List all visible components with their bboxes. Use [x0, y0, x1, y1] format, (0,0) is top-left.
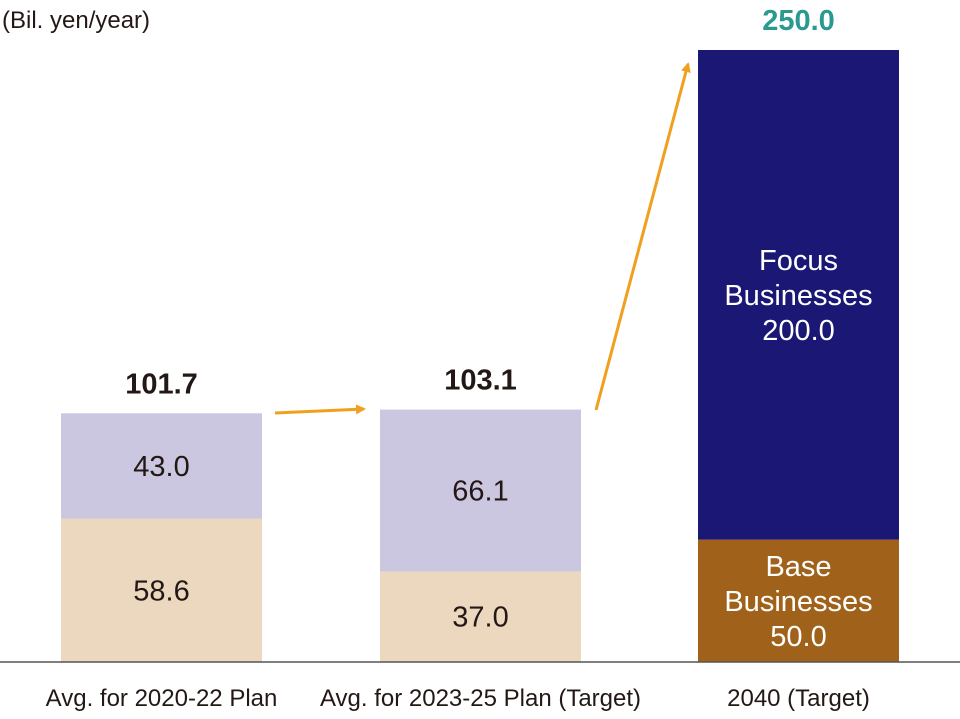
bar-segment: [698, 539, 899, 662]
total-label: 250.0: [762, 5, 835, 37]
segment-label: Businesses: [724, 586, 872, 618]
growth-arrow-1: [274, 404, 366, 415]
bar-segment: [380, 571, 581, 662]
category-label: Avg. for 2020-22 Plan: [46, 685, 278, 712]
total-label: 103.1: [444, 365, 517, 397]
unit-label: (Bil. yen/year): [2, 7, 150, 34]
category-label: Avg. for 2023-25 Plan (Target): [320, 685, 641, 712]
segment-label: 200.0: [762, 315, 835, 347]
bar-segment: [698, 50, 899, 540]
segment-label: 50.0: [770, 621, 826, 653]
segment-label: Base: [765, 551, 831, 583]
total-label: 101.7: [125, 368, 198, 400]
segment-label: 58.6: [133, 575, 189, 607]
segment-label: Focus: [759, 245, 838, 277]
growth-arrow-2: [594, 62, 691, 411]
bar-segment: [61, 413, 262, 519]
segment-label: 66.1: [452, 476, 508, 508]
labels-group: 58.6 43.0 101.7 Avg. for 2020-22 Plan 37.0 66…: [46, 5, 873, 712]
segment-label: 43.0: [133, 451, 189, 483]
category-label: 2040 (Target): [727, 685, 870, 712]
segment-label: 37.0: [452, 602, 508, 634]
bar-segment: [61, 518, 262, 662]
bars-group: [61, 50, 899, 662]
segment-label: Businesses: [724, 280, 872, 312]
bar-segment: [380, 409, 581, 572]
